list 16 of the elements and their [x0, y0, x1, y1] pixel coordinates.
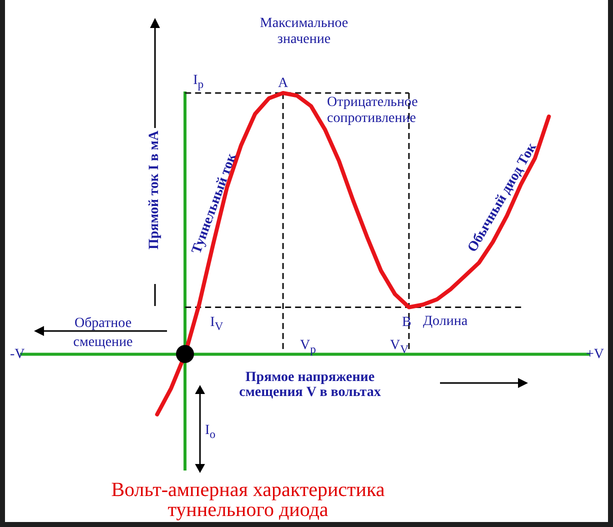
- text: I$_{o}$: [205, 423, 216, 443]
- text: Максимальное значение: [258, 16, 350, 48]
- text: Вольт-амперная характеристика туннельного диода: [110, 479, 386, 521]
- annotation: Долина: [423, 314, 468, 330]
- text: A: [278, 76, 288, 92]
- annotation: V$_{V}$: [390, 338, 409, 358]
- annotation: Отрицательное сопротивление: [327, 95, 419, 127]
- ref-line-label: I$_{V}$: [210, 315, 224, 336]
- text: Обратное смещение: [72, 315, 134, 352]
- text: -V: [10, 347, 25, 363]
- annotation: B: [402, 315, 412, 331]
- annotation: V$_{p}$: [300, 338, 316, 358]
- y-axis-title: Прямой ток I в мА: [147, 129, 163, 252]
- ref-line-label: I$_{p}$: [193, 73, 204, 93]
- x-axis-title: Прямое напряжение смещения V в вольтах: [238, 370, 382, 400]
- text: +V: [586, 347, 604, 363]
